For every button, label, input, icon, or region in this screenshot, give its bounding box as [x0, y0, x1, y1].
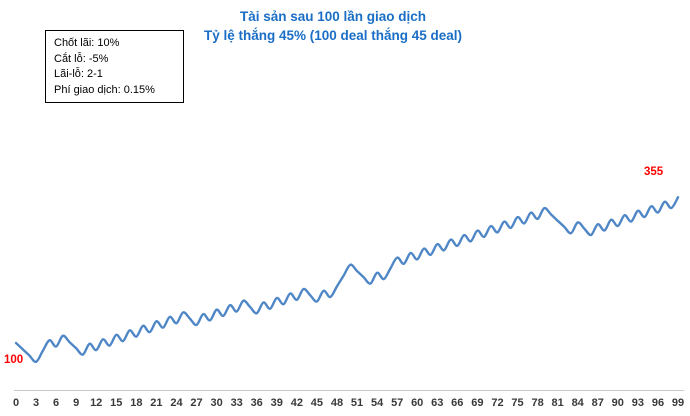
param-fee: Phí giao dịch: 0.15%	[54, 83, 155, 96]
x-tick-label: 66	[451, 397, 464, 409]
x-tick-label: 24	[170, 397, 183, 409]
x-tick-label: 36	[250, 397, 263, 409]
x-tick-label: 39	[270, 397, 283, 409]
chart-title: Tài sản sau 100 lần giao dịch Tỷ lệ thắn…	[0, 7, 666, 45]
param-stop-loss: Cắt lỗ: -5%	[54, 52, 109, 65]
end-value-label: 355	[644, 166, 664, 178]
x-tick-label: 93	[631, 397, 645, 409]
x-tick-label: 54	[370, 397, 384, 409]
x-tick-label: 84	[571, 397, 584, 409]
x-tick-label: 30	[210, 397, 223, 409]
parameters-box: Chốt lãi: 10% Cắt lỗ: -5% Lãi-lỗ: 2-1 Ph…	[45, 30, 184, 103]
x-tick-label: 21	[150, 397, 163, 409]
x-tick-label: 99	[671, 397, 685, 409]
x-tick-label: 12	[90, 397, 103, 409]
x-tick-label: 51	[350, 397, 364, 409]
x-tick-label: 0	[12, 397, 20, 409]
param-reward-risk: Lãi-lỗ: 2-1	[54, 68, 103, 80]
x-tick-label: 42	[290, 397, 304, 409]
x-tick-label: 96	[651, 397, 665, 409]
x-tick-label: 45	[310, 397, 324, 409]
x-tick-label: 72	[491, 397, 504, 409]
x-tick-label: 3	[33, 397, 40, 409]
x-tick-label: 48	[330, 397, 344, 409]
x-tick-label: 69	[471, 397, 484, 409]
x-tick-label: 33	[230, 397, 243, 409]
start-value-label: 100	[4, 354, 24, 366]
x-tick-label: 27	[190, 397, 203, 409]
chart-title-line2: Tỷ lệ thắng 45% (100 deal thắng 45 deal)	[203, 28, 463, 43]
x-tick-label: 18	[130, 397, 143, 409]
x-tick-label: 57	[391, 397, 404, 409]
x-tick-label: 9	[73, 397, 80, 409]
x-tick-label: 81	[551, 397, 564, 409]
x-tick-label: 6	[53, 397, 60, 409]
x-tick-label: 87	[591, 397, 604, 409]
x-tick-label: 15	[110, 397, 123, 409]
x-tick-label: 78	[531, 397, 544, 409]
x-tick-label: 75	[511, 397, 524, 409]
x-tick-label: 60	[411, 397, 424, 409]
param-take-profit: Chốt lãi: 10%	[54, 37, 120, 49]
chart-title-line1: Tài sản sau 100 lần giao dịch	[239, 9, 427, 24]
x-tick-label: 90	[611, 397, 624, 409]
equity-line-series	[14, 196, 680, 364]
x-tick-label: 63	[431, 397, 444, 409]
